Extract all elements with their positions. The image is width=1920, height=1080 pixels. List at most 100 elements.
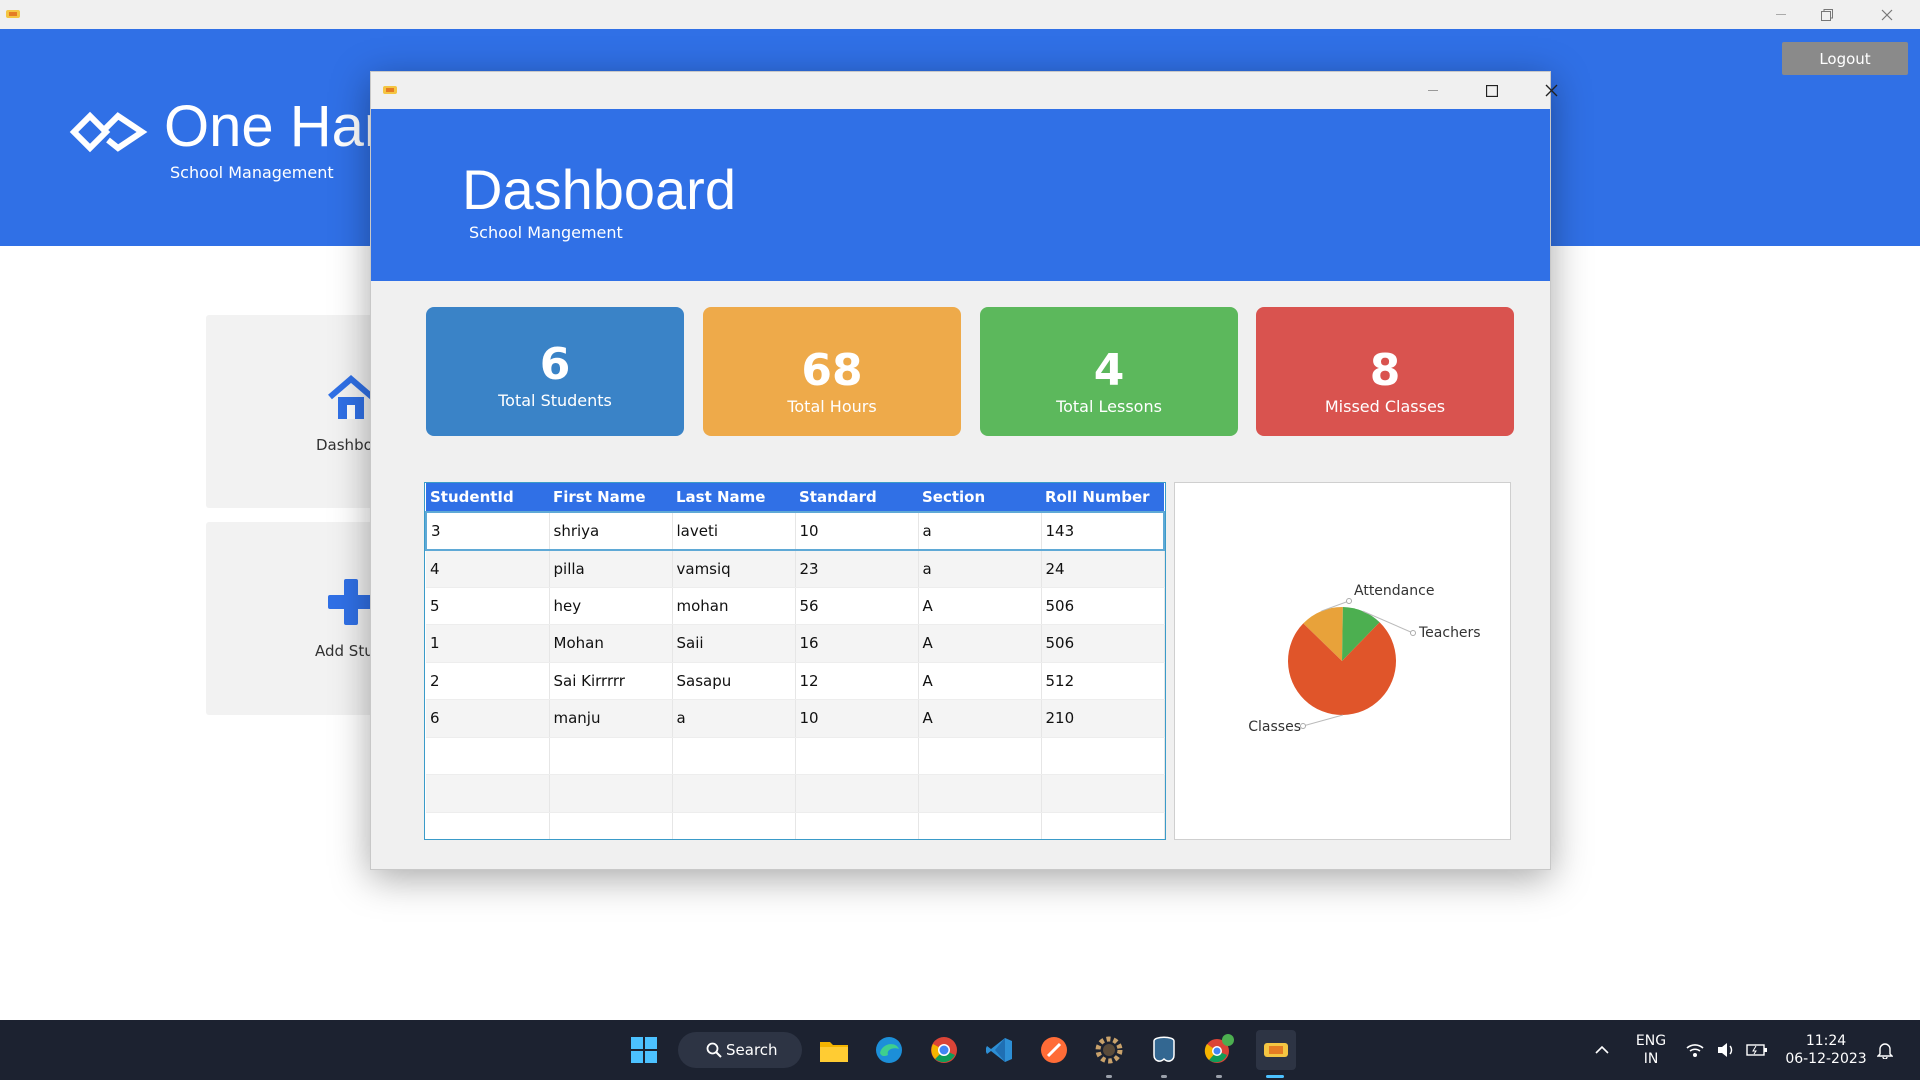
table-cell[interactable]	[672, 774, 796, 813]
column-header-last-name[interactable]: Last Name	[672, 483, 795, 512]
table-cell[interactable]: 4	[426, 549, 550, 588]
table-cell[interactable]: mohan	[672, 587, 796, 625]
table-cell[interactable]: Sai Kirrrrr	[549, 662, 673, 700]
table-cell[interactable]: 16	[795, 624, 919, 663]
table-cell[interactable]	[426, 737, 550, 775]
edge-icon[interactable]	[871, 1032, 907, 1068]
table-cell[interactable]: 10	[795, 699, 919, 738]
table-row[interactable]: 3 shriya laveti 10 a 143	[425, 511, 1165, 551]
students-table[interactable]: StudentId First Name Last Name Standard …	[424, 482, 1166, 840]
chrome-profile-icon[interactable]	[1201, 1032, 1237, 1068]
table-cell[interactable]: 210	[1041, 699, 1165, 738]
wifi-icon[interactable]	[1680, 1032, 1710, 1068]
table-cell[interactable]: 512	[1041, 662, 1165, 700]
table-row[interactable]	[426, 774, 1165, 813]
table-cell[interactable]: Saii	[672, 624, 796, 663]
table-cell[interactable]: 2	[426, 662, 550, 700]
chrome-icon[interactable]	[926, 1032, 962, 1068]
table-cell[interactable]: manju	[549, 699, 673, 738]
table-row[interactable]: 4 pilla vamsiq 23 a 24	[426, 549, 1165, 588]
volume-icon[interactable]	[1711, 1032, 1741, 1068]
table-row[interactable]: 1 Mohan Saii 16 A 506	[426, 624, 1165, 663]
table-cell[interactable]	[426, 774, 550, 813]
java-app-taskbar-icon[interactable]	[1256, 1030, 1296, 1070]
table-cell[interactable]: A	[918, 662, 1042, 700]
table-cell[interactable]: 12	[795, 662, 919, 700]
table-cell[interactable]: laveti	[672, 511, 796, 551]
postgres-icon[interactable]	[1146, 1032, 1182, 1068]
table-cell[interactable]: shriya	[549, 511, 673, 551]
add-student-tile[interactable]: Add Student	[206, 522, 408, 715]
table-cell[interactable]: pilla	[549, 549, 673, 588]
table-cell[interactable]: A	[918, 624, 1042, 663]
language-indicator[interactable]: ENG IN	[1626, 1032, 1676, 1068]
table-cell[interactable]: 6	[426, 699, 550, 738]
table-cell[interactable]: 23	[795, 549, 919, 588]
restore-icon[interactable]	[1804, 2, 1850, 28]
table-row[interactable]	[426, 737, 1165, 775]
table-cell[interactable]: hey	[549, 587, 673, 625]
column-header-first-name[interactable]: First Name	[549, 483, 672, 512]
windows-start-icon[interactable]	[626, 1032, 662, 1068]
clock[interactable]: 11:24 06-12-2023	[1774, 1032, 1878, 1068]
table-cell[interactable]: Sasapu	[672, 662, 796, 700]
table-cell[interactable]: 24	[1041, 549, 1165, 588]
table-cell[interactable]: a	[672, 699, 796, 738]
table-cell[interactable]: 5	[426, 587, 550, 625]
settings-gear-icon[interactable]	[1091, 1032, 1127, 1068]
dashboard-tile[interactable]: Dashboard	[206, 315, 397, 508]
table-row[interactable]	[426, 812, 1165, 839]
chevron-up-icon[interactable]	[1584, 1032, 1620, 1068]
table-cell[interactable]	[549, 774, 673, 813]
table-cell[interactable]: 3	[425, 511, 550, 551]
minimize-icon[interactable]	[1758, 2, 1804, 28]
table-cell[interactable]: 56	[795, 587, 919, 625]
table-cell[interactable]: 506	[1041, 587, 1165, 625]
column-header-standard[interactable]: Standard	[795, 483, 918, 512]
table-cell[interactable]: a	[918, 549, 1042, 588]
taskbar-search-button[interactable]: Search	[678, 1032, 802, 1068]
maximize-icon[interactable]	[1464, 72, 1520, 109]
table-cell[interactable]: vamsiq	[672, 549, 796, 588]
table-row[interactable]: 5 hey mohan 56 A 506	[426, 587, 1165, 625]
postman-icon[interactable]	[1036, 1032, 1072, 1068]
table-cell[interactable]	[426, 812, 550, 839]
table-cell[interactable]: 506	[1041, 624, 1165, 663]
page-title: Dashboard	[462, 158, 736, 221]
column-header-studentid[interactable]: StudentId	[426, 483, 549, 512]
table-cell[interactable]	[1041, 812, 1165, 839]
table-cell[interactable]	[1041, 774, 1165, 813]
table-cell[interactable]	[795, 812, 919, 839]
close-icon[interactable]	[1523, 72, 1579, 109]
table-cell[interactable]: Mohan	[549, 624, 673, 663]
minimize-icon[interactable]	[1405, 72, 1461, 109]
table-cell[interactable]	[795, 774, 919, 813]
table-cell[interactable]: 1	[426, 624, 550, 663]
stat-label: Total Hours	[787, 397, 877, 416]
table-cell[interactable]: 10	[795, 511, 919, 551]
table-cell[interactable]	[918, 737, 1042, 775]
table-cell[interactable]: A	[918, 699, 1042, 738]
notification-bell-icon[interactable]	[1870, 1032, 1900, 1068]
table-row[interactable]: 2 Sai Kirrrrr Sasapu 12 A 512	[426, 662, 1165, 700]
column-header-roll-number[interactable]: Roll Number	[1041, 483, 1164, 512]
column-header-section[interactable]: Section	[918, 483, 1041, 512]
table-cell[interactable]	[795, 737, 919, 775]
file-explorer-icon[interactable]	[816, 1032, 852, 1068]
battery-icon[interactable]	[1742, 1032, 1772, 1068]
table-cell[interactable]	[549, 812, 673, 839]
table-cell[interactable]	[918, 774, 1042, 813]
logout-button[interactable]: Logout	[1782, 42, 1908, 75]
table-cell[interactable]	[672, 812, 796, 839]
table-cell[interactable]	[918, 812, 1042, 839]
table-cell[interactable]	[1041, 737, 1165, 775]
table-row[interactable]: 6 manju a 10 A 210	[426, 699, 1165, 738]
vscode-icon[interactable]	[981, 1032, 1017, 1068]
table-cell[interactable]: 143	[1041, 511, 1165, 551]
dashboard-dialog: Dashboard School Mangement 6 Total Stude…	[370, 71, 1557, 870]
table-cell[interactable]	[549, 737, 673, 775]
close-icon[interactable]	[1864, 2, 1910, 28]
table-cell[interactable]: a	[918, 511, 1042, 551]
table-cell[interactable]	[672, 737, 796, 775]
table-cell[interactable]: A	[918, 587, 1042, 625]
